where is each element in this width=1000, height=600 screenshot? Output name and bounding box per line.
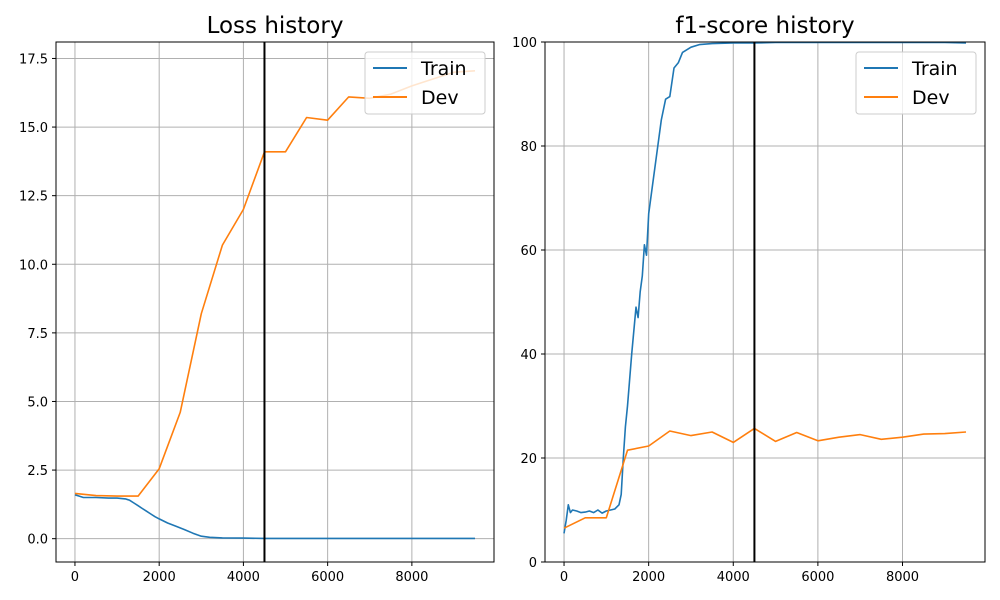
y-tick-label: 2.5 — [27, 464, 48, 479]
y-tick-label: 0 — [529, 556, 537, 571]
legend: Train Dev — [364, 51, 486, 115]
x-tick-label: 2000 — [143, 570, 176, 585]
y-tick-label: 80 — [520, 140, 537, 155]
x-tick-label: 0 — [71, 570, 79, 585]
plot-frame — [55, 41, 495, 563]
y-tick-label: 100 — [512, 36, 537, 51]
y-tick-label: 10.0 — [19, 258, 48, 273]
legend-label-dev: Dev — [912, 87, 950, 109]
legend-label-dev: Dev — [421, 87, 459, 109]
series-line-train — [563, 41, 967, 534]
series-line-dev — [74, 70, 476, 497]
x-tick-label: 4000 — [227, 570, 260, 585]
y-tick-label: 7.5 — [27, 327, 48, 342]
x-tick-label: 8000 — [395, 570, 428, 585]
x-tick-label: 6000 — [801, 570, 834, 585]
chart-title: Loss history — [207, 13, 344, 39]
y-tick-label: 17.5 — [19, 52, 48, 67]
x-tick-label: 0 — [560, 570, 568, 585]
series-line-dev — [563, 427, 967, 529]
legend-label-train: Train — [911, 58, 958, 80]
plot-frame — [544, 41, 986, 563]
x-tick-label: 4000 — [717, 570, 750, 585]
y-tick-label: 5.0 — [27, 395, 48, 410]
x-tick-label: 2000 — [632, 570, 665, 585]
x-tick-label: 8000 — [886, 570, 919, 585]
y-tick-label: 20 — [520, 452, 537, 467]
y-tick-label: 0.0 — [27, 533, 48, 548]
series-line-train — [74, 494, 475, 540]
y-tick-label: 40 — [520, 348, 537, 363]
f1-score-history-chart: 0 2000 4000 6000 8000 0 20 40 60 80 100 f1-score hi… — [512, 13, 986, 585]
loss-history-chart: 0 2000 4000 6000 8000 0.0 2.5 5.0 7.5 10.0 12.5 15.… — [19, 13, 495, 585]
x-tick-label: 6000 — [311, 570, 344, 585]
y-tick-label: 60 — [520, 244, 537, 259]
chart-title: f1-score history — [675, 13, 854, 39]
legend-label-train: Train — [420, 58, 467, 80]
legend: Train Dev — [855, 51, 977, 115]
y-tick-label: 15.0 — [19, 121, 48, 136]
y-tick-label: 12.5 — [19, 190, 48, 205]
